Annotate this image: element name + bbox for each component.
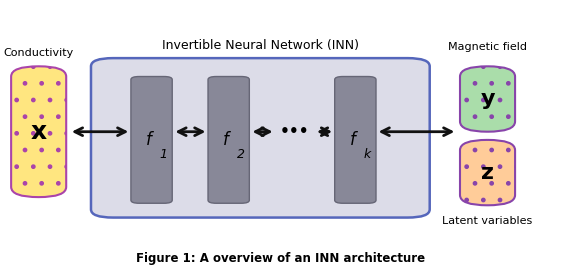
- FancyBboxPatch shape: [11, 66, 66, 197]
- Text: y: y: [481, 89, 495, 109]
- Text: Invertible Neural Network (INN): Invertible Neural Network (INN): [162, 39, 359, 52]
- FancyBboxPatch shape: [131, 76, 172, 203]
- FancyBboxPatch shape: [460, 140, 515, 205]
- Text: f: f: [146, 131, 152, 149]
- Text: •••: •••: [280, 124, 310, 139]
- Text: Magnetic field: Magnetic field: [448, 42, 527, 52]
- Text: k: k: [364, 148, 371, 161]
- FancyBboxPatch shape: [335, 76, 376, 203]
- Text: z: z: [481, 163, 494, 183]
- Text: Conductivity: Conductivity: [3, 48, 74, 58]
- Text: 1: 1: [160, 148, 167, 161]
- Text: f: f: [350, 131, 356, 149]
- Text: x: x: [30, 120, 47, 144]
- Text: 2: 2: [237, 148, 245, 161]
- Text: Latent variables: Latent variables: [442, 216, 533, 225]
- Text: f: f: [223, 131, 229, 149]
- FancyBboxPatch shape: [208, 76, 250, 203]
- FancyBboxPatch shape: [460, 66, 515, 132]
- Text: Figure 1: A overview of an INN architecture: Figure 1: A overview of an INN architect…: [137, 252, 425, 265]
- FancyBboxPatch shape: [91, 58, 430, 218]
